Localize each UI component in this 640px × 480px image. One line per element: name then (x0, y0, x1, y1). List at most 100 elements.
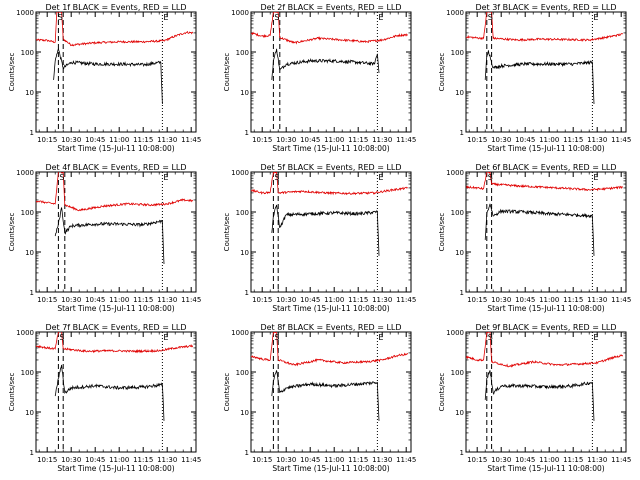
plot-area (36, 172, 194, 292)
x-tick-label: 11:45 (181, 456, 201, 464)
x-tick-label: 10:15 (252, 296, 272, 304)
y-tick-label: 100 (21, 209, 34, 217)
y-tick-label: 100 (236, 209, 249, 217)
x-tick-label: 11:00 (109, 456, 129, 464)
x-tick-label: 11:30 (157, 456, 177, 464)
plot-area (466, 172, 623, 292)
x-tick-label: 11:00 (539, 456, 559, 464)
panel-title: Det 3f BLACK = Events, RED = LLD (475, 3, 616, 12)
y-axis-label: Counts/sec (8, 373, 16, 412)
x-axis-label: Start Time (15-Jul-11 10:08:00) (272, 144, 389, 153)
x-tick-label: 11:00 (324, 136, 344, 144)
y-tick-label: 1000 (231, 169, 249, 177)
x-tick-label: 10:30 (61, 456, 81, 464)
y-tick-label: 1 (460, 129, 464, 137)
y-tick-label: 10 (240, 89, 249, 97)
y-tick-label: 1000 (231, 9, 249, 17)
panel-title: Det 8f BLACK = Events, RED = LLD (260, 323, 401, 332)
y-tick-label: 1 (30, 129, 34, 137)
plot-area (251, 12, 408, 132)
x-tick-label: 10:45 (300, 456, 320, 464)
y-tick-label: 1 (30, 289, 34, 297)
x-tick-label: 11:15 (563, 296, 583, 304)
series-events-line (271, 370, 380, 421)
x-tick-label: 10:45 (85, 136, 105, 144)
x-tick-label: 10:15 (37, 456, 57, 464)
x-tick-label: 10:30 (61, 296, 81, 304)
x-tick-label: 11:45 (181, 136, 201, 144)
y-tick-label: 1 (460, 449, 464, 457)
start-marker: S (59, 173, 64, 182)
x-tick-label: 11:00 (324, 456, 344, 464)
x-tick-label: 11:15 (563, 136, 583, 144)
start-marker: S (488, 333, 493, 342)
x-tick-label: 10:15 (467, 456, 487, 464)
series-lld-line (466, 172, 623, 192)
x-tick-label: 11:30 (157, 296, 177, 304)
x-axis-label: Start Time (15-Jul-11 10:08:00) (57, 144, 174, 153)
x-tick-label: 11:00 (539, 136, 559, 144)
y-tick-label: 10 (455, 89, 464, 97)
y-tick-label: 100 (451, 209, 464, 217)
x-tick-label: 11:30 (157, 136, 177, 144)
plot-frame (250, 171, 412, 293)
x-axis-label: Start Time (15-Jul-11 10:08:00) (487, 304, 604, 313)
plot-frame (35, 171, 197, 293)
panel-title: Det 9f BLACK = Events, RED = LLD (475, 323, 616, 332)
x-tick-label: 11:15 (563, 456, 583, 464)
x-tick-label: 11:45 (611, 136, 631, 144)
y-tick-label: 10 (25, 409, 34, 417)
x-axis-label: Start Time (15-Jul-11 10:08:00) (487, 144, 604, 153)
x-axis-label: Start Time (15-Jul-11 10:08:00) (57, 464, 174, 473)
x-tick-label: 11:15 (348, 136, 368, 144)
plot-area (36, 12, 194, 132)
y-axis-label: Counts/sec (438, 373, 446, 412)
series-events-line (484, 50, 595, 105)
y-axis-label: Counts/sec (8, 213, 16, 252)
x-tick-label: 10:30 (276, 296, 296, 304)
x-tick-label: 11:45 (611, 456, 631, 464)
y-axis-label: Counts/sec (438, 213, 446, 252)
series-lld-line (251, 12, 408, 45)
series-lld-line (36, 12, 194, 47)
y-tick-label: 100 (21, 49, 34, 57)
panel-title: Det 6f BLACK = Events, RED = LLD (475, 163, 616, 172)
panel-title: Det 2f BLACK = Events, RED = LLD (260, 3, 401, 12)
y-axis-label: Counts/sec (8, 53, 16, 92)
y-tick-label: 10 (240, 249, 249, 257)
x-tick-label: 11:00 (109, 136, 129, 144)
panel-2: Det 2f BLACK = Events, RED = LLD 1 10 100 10… (223, 3, 416, 153)
x-axis-label: Start Time (15-Jul-11 10:08:00) (272, 304, 389, 313)
plot-frame (465, 11, 627, 133)
x-tick-label: 10:30 (61, 136, 81, 144)
plot-frame (250, 331, 412, 453)
x-tick-label: 11:30 (372, 456, 392, 464)
y-axis-label: Counts/sec (438, 53, 446, 92)
x-tick-label: 10:15 (252, 456, 272, 464)
x-tick-label: 11:00 (109, 296, 129, 304)
end-marker: E (378, 333, 383, 342)
start-marker: S (58, 13, 63, 22)
y-tick-label: 1 (460, 289, 464, 297)
y-tick-label: 1000 (446, 329, 464, 337)
x-tick-label: 10:45 (515, 136, 535, 144)
y-tick-label: 1 (245, 129, 249, 137)
y-axis-label: Counts/sec (223, 213, 231, 252)
series-events-line (484, 370, 595, 421)
series-events-line (271, 204, 380, 256)
end-marker: E (378, 173, 383, 182)
series-events-line (271, 48, 380, 80)
panel-4: Det 4f BLACK = Events, RED = LLD 1 10 100 10… (8, 163, 201, 313)
plot-frame (250, 11, 412, 133)
x-tick-label: 11:30 (587, 456, 607, 464)
x-tick-label: 10:45 (300, 136, 320, 144)
x-tick-label: 11:15 (348, 296, 368, 304)
end-marker: E (163, 333, 168, 342)
plot-frame (35, 11, 197, 133)
x-axis-label: Start Time (15-Jul-11 10:08:00) (272, 464, 389, 473)
x-tick-label: 11:00 (324, 296, 344, 304)
x-tick-label: 10:15 (467, 136, 487, 144)
panel-title: Det 7f BLACK = Events, RED = LLD (45, 323, 186, 332)
y-tick-label: 100 (236, 369, 249, 377)
x-tick-label: 10:45 (300, 296, 320, 304)
